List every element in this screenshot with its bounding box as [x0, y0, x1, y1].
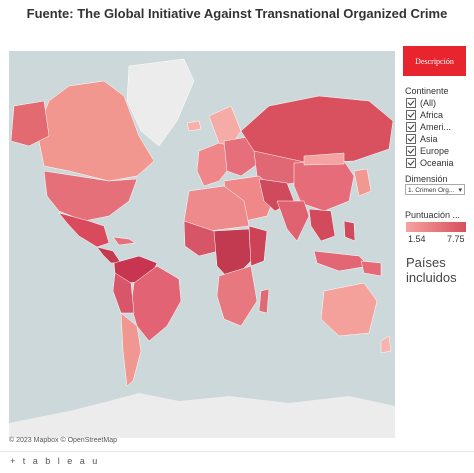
countries-included-label: Países incluidos [406, 255, 457, 285]
caribbean [112, 236, 136, 246]
description-button[interactable]: Descripción [403, 46, 466, 76]
continent-option-europe[interactable]: Europe [406, 145, 449, 156]
new-zealand [380, 335, 392, 354]
continent-option-oceania[interactable]: Oceania [406, 157, 454, 168]
southern-africa [216, 265, 258, 327]
map-attribution[interactable]: © 2023 Mapbox © OpenStreetMap [9, 437, 117, 444]
checkbox-checked-icon[interactable] [406, 121, 416, 132]
world-map[interactable] [9, 51, 395, 438]
continent-option-label: Asia [420, 133, 438, 144]
southeast-asia [308, 208, 336, 242]
argentina-chile [120, 312, 142, 387]
continent-option-label: Africa [420, 109, 444, 120]
tableau-logo[interactable]: + t a b l e a u [10, 456, 100, 466]
madagascar [258, 288, 270, 314]
score-legend-gradient [406, 222, 466, 232]
peru-bolivia [112, 272, 135, 314]
checkbox-checked-icon[interactable] [406, 109, 416, 120]
continent-option-americas[interactable]: Ameri... [406, 121, 451, 132]
iceland [186, 120, 202, 132]
dimension-select-value: 1. Crimen Org... [408, 187, 455, 194]
australia [320, 282, 378, 337]
map-canvas[interactable] [9, 51, 395, 438]
continent-option-label: Europe [420, 145, 450, 156]
page-title: Fuente: The Global Initiative Against Tr… [26, 6, 448, 21]
score-legend-min: 1.54 [408, 234, 426, 244]
greenland [126, 58, 195, 147]
india [276, 200, 310, 242]
checkbox-checked-icon[interactable] [406, 157, 416, 168]
continent-filter-label: Continente [405, 86, 449, 96]
east-africa [248, 225, 268, 267]
indonesia [313, 250, 370, 272]
papua-new-guinea [360, 260, 382, 277]
continent-option-all[interactable]: (All) [406, 97, 436, 108]
china [293, 160, 355, 212]
central-america [96, 246, 122, 264]
checkbox-checked-icon[interactable] [406, 145, 416, 156]
continent-option-asia[interactable]: Asia [406, 133, 438, 144]
alaska [10, 100, 50, 147]
scandinavia [208, 105, 242, 147]
continent-option-africa[interactable]: Africa [406, 109, 443, 120]
mongolia [303, 152, 345, 166]
footer-bar [0, 451, 474, 473]
chevron-down-icon[interactable]: ▾ [458, 187, 462, 194]
continent-option-label: (All) [420, 97, 436, 108]
usa [43, 170, 138, 222]
checkbox-checked-icon[interactable] [406, 97, 416, 108]
canada [36, 80, 155, 182]
korea-japan [353, 168, 372, 197]
score-legend-label: Puntuación ... [405, 210, 461, 220]
continent-option-label: Oceania [420, 157, 454, 168]
mexico [58, 212, 110, 248]
philippines [343, 220, 356, 242]
west-africa [183, 220, 220, 257]
dimension-select[interactable]: 1. Crimen Org... ▾ [405, 184, 465, 195]
dimension-label: Dimensión [405, 174, 448, 184]
continent-option-label: Ameri... [420, 121, 452, 132]
score-legend-max: 7.75 [447, 234, 465, 244]
antarctica [9, 393, 395, 438]
checkbox-checked-icon[interactable] [406, 133, 416, 144]
